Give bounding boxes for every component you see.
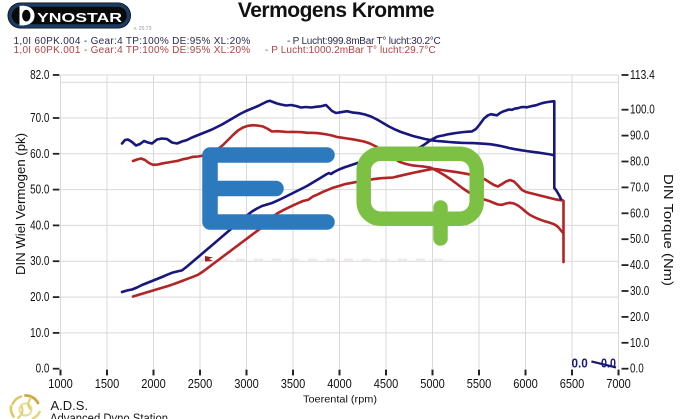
svg-text:80.0: 80.0 <box>630 155 649 169</box>
svg-text:DIN Torque (Nm): DIN Torque (Nm) <box>661 174 675 286</box>
svg-text:60.0: 60.0 <box>630 206 649 220</box>
svg-text:2000: 2000 <box>141 377 166 391</box>
svg-text:4000: 4000 <box>327 377 352 391</box>
svg-text:YNOSTAR: YNOSTAR <box>37 10 123 25</box>
svg-text:0.0: 0.0 <box>601 357 616 371</box>
svg-text:70.0: 70.0 <box>630 180 649 194</box>
svg-text:6500: 6500 <box>560 377 585 391</box>
svg-text:6000: 6000 <box>513 377 538 391</box>
svg-text:5500: 5500 <box>467 377 492 391</box>
svg-text:10.0: 10.0 <box>30 326 49 340</box>
svg-text:3000: 3000 <box>234 377 259 391</box>
svg-text:4500: 4500 <box>374 377 399 391</box>
svg-text:82.0: 82.0 <box>30 68 49 82</box>
svg-text:100.0: 100.0 <box>630 103 655 117</box>
svg-text:60.0: 60.0 <box>30 147 49 161</box>
svg-text:40.0: 40.0 <box>30 218 49 232</box>
svg-text:v. 25.73: v. 25.73 <box>134 26 152 32</box>
svg-text:90.0: 90.0 <box>630 129 649 143</box>
svg-text:Advanced Dyno Station: Advanced Dyno Station <box>50 412 168 419</box>
svg-text:1000: 1000 <box>48 377 73 391</box>
svg-text:2500: 2500 <box>188 377 213 391</box>
svg-text:20.0: 20.0 <box>30 290 49 304</box>
svg-text:50.0: 50.0 <box>30 183 49 197</box>
svg-text:3500: 3500 <box>281 377 306 391</box>
svg-text:50.0: 50.0 <box>630 232 649 246</box>
svg-text:10.0: 10.0 <box>630 336 649 350</box>
svg-text:113.4: 113.4 <box>630 68 655 82</box>
svg-text:40.0: 40.0 <box>630 258 649 272</box>
svg-text:20.0: 20.0 <box>630 310 649 324</box>
svg-text:30.0: 30.0 <box>30 254 49 268</box>
svg-text:30.0: 30.0 <box>630 284 649 298</box>
svg-text:0.0: 0.0 <box>572 357 588 371</box>
svg-text:5000: 5000 <box>420 377 445 391</box>
svg-text:0.0: 0.0 <box>630 362 644 376</box>
svg-text:Toerental (rpm): Toerental (rpm) <box>303 394 377 406</box>
svg-text:0.0: 0.0 <box>36 362 50 376</box>
svg-text:1500: 1500 <box>95 377 120 391</box>
svg-text:70.0: 70.0 <box>30 111 49 125</box>
svg-text:A.D.S.: A.D.S. <box>51 398 89 413</box>
svg-text:DIN Wiel Vermogen (pk): DIN Wiel Vermogen (pk) <box>14 133 28 275</box>
svg-text:7000: 7000 <box>606 377 631 391</box>
